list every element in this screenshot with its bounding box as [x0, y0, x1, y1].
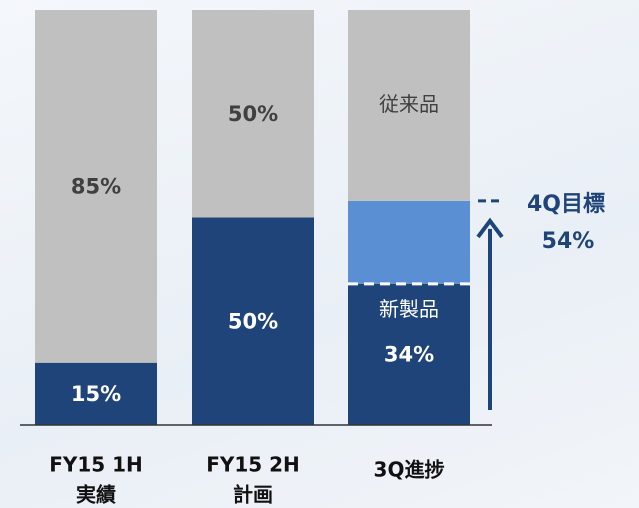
value-label: 85% — [71, 174, 121, 198]
bar-segment — [192, 217, 314, 425]
series-name: 新製品 — [379, 297, 439, 321]
x-tick-label: FY15 1H — [49, 453, 143, 477]
series-name: 従来品 — [379, 92, 439, 116]
bar-segment — [35, 10, 157, 363]
bar-segment — [192, 10, 314, 218]
bar-segment — [348, 283, 470, 425]
x-tick-label: 3Q進捗 — [374, 458, 445, 482]
annotation-value: 54% — [542, 229, 595, 254]
x-tick-label: FY15 2H — [206, 453, 300, 477]
x-tick-label: 計画 — [233, 483, 273, 507]
value-label: 34% — [384, 342, 434, 366]
annotation-text: 4Q目標 — [527, 192, 605, 217]
bar-segment — [35, 362, 157, 425]
bar-segment — [348, 10, 470, 201]
arrow-head — [476, 217, 504, 239]
value-label: 15% — [71, 382, 121, 406]
value-label: 50% — [228, 309, 278, 333]
x-tick-label: 実績 — [76, 483, 116, 507]
bar-segment — [348, 200, 470, 284]
value-label: 50% — [228, 102, 278, 126]
